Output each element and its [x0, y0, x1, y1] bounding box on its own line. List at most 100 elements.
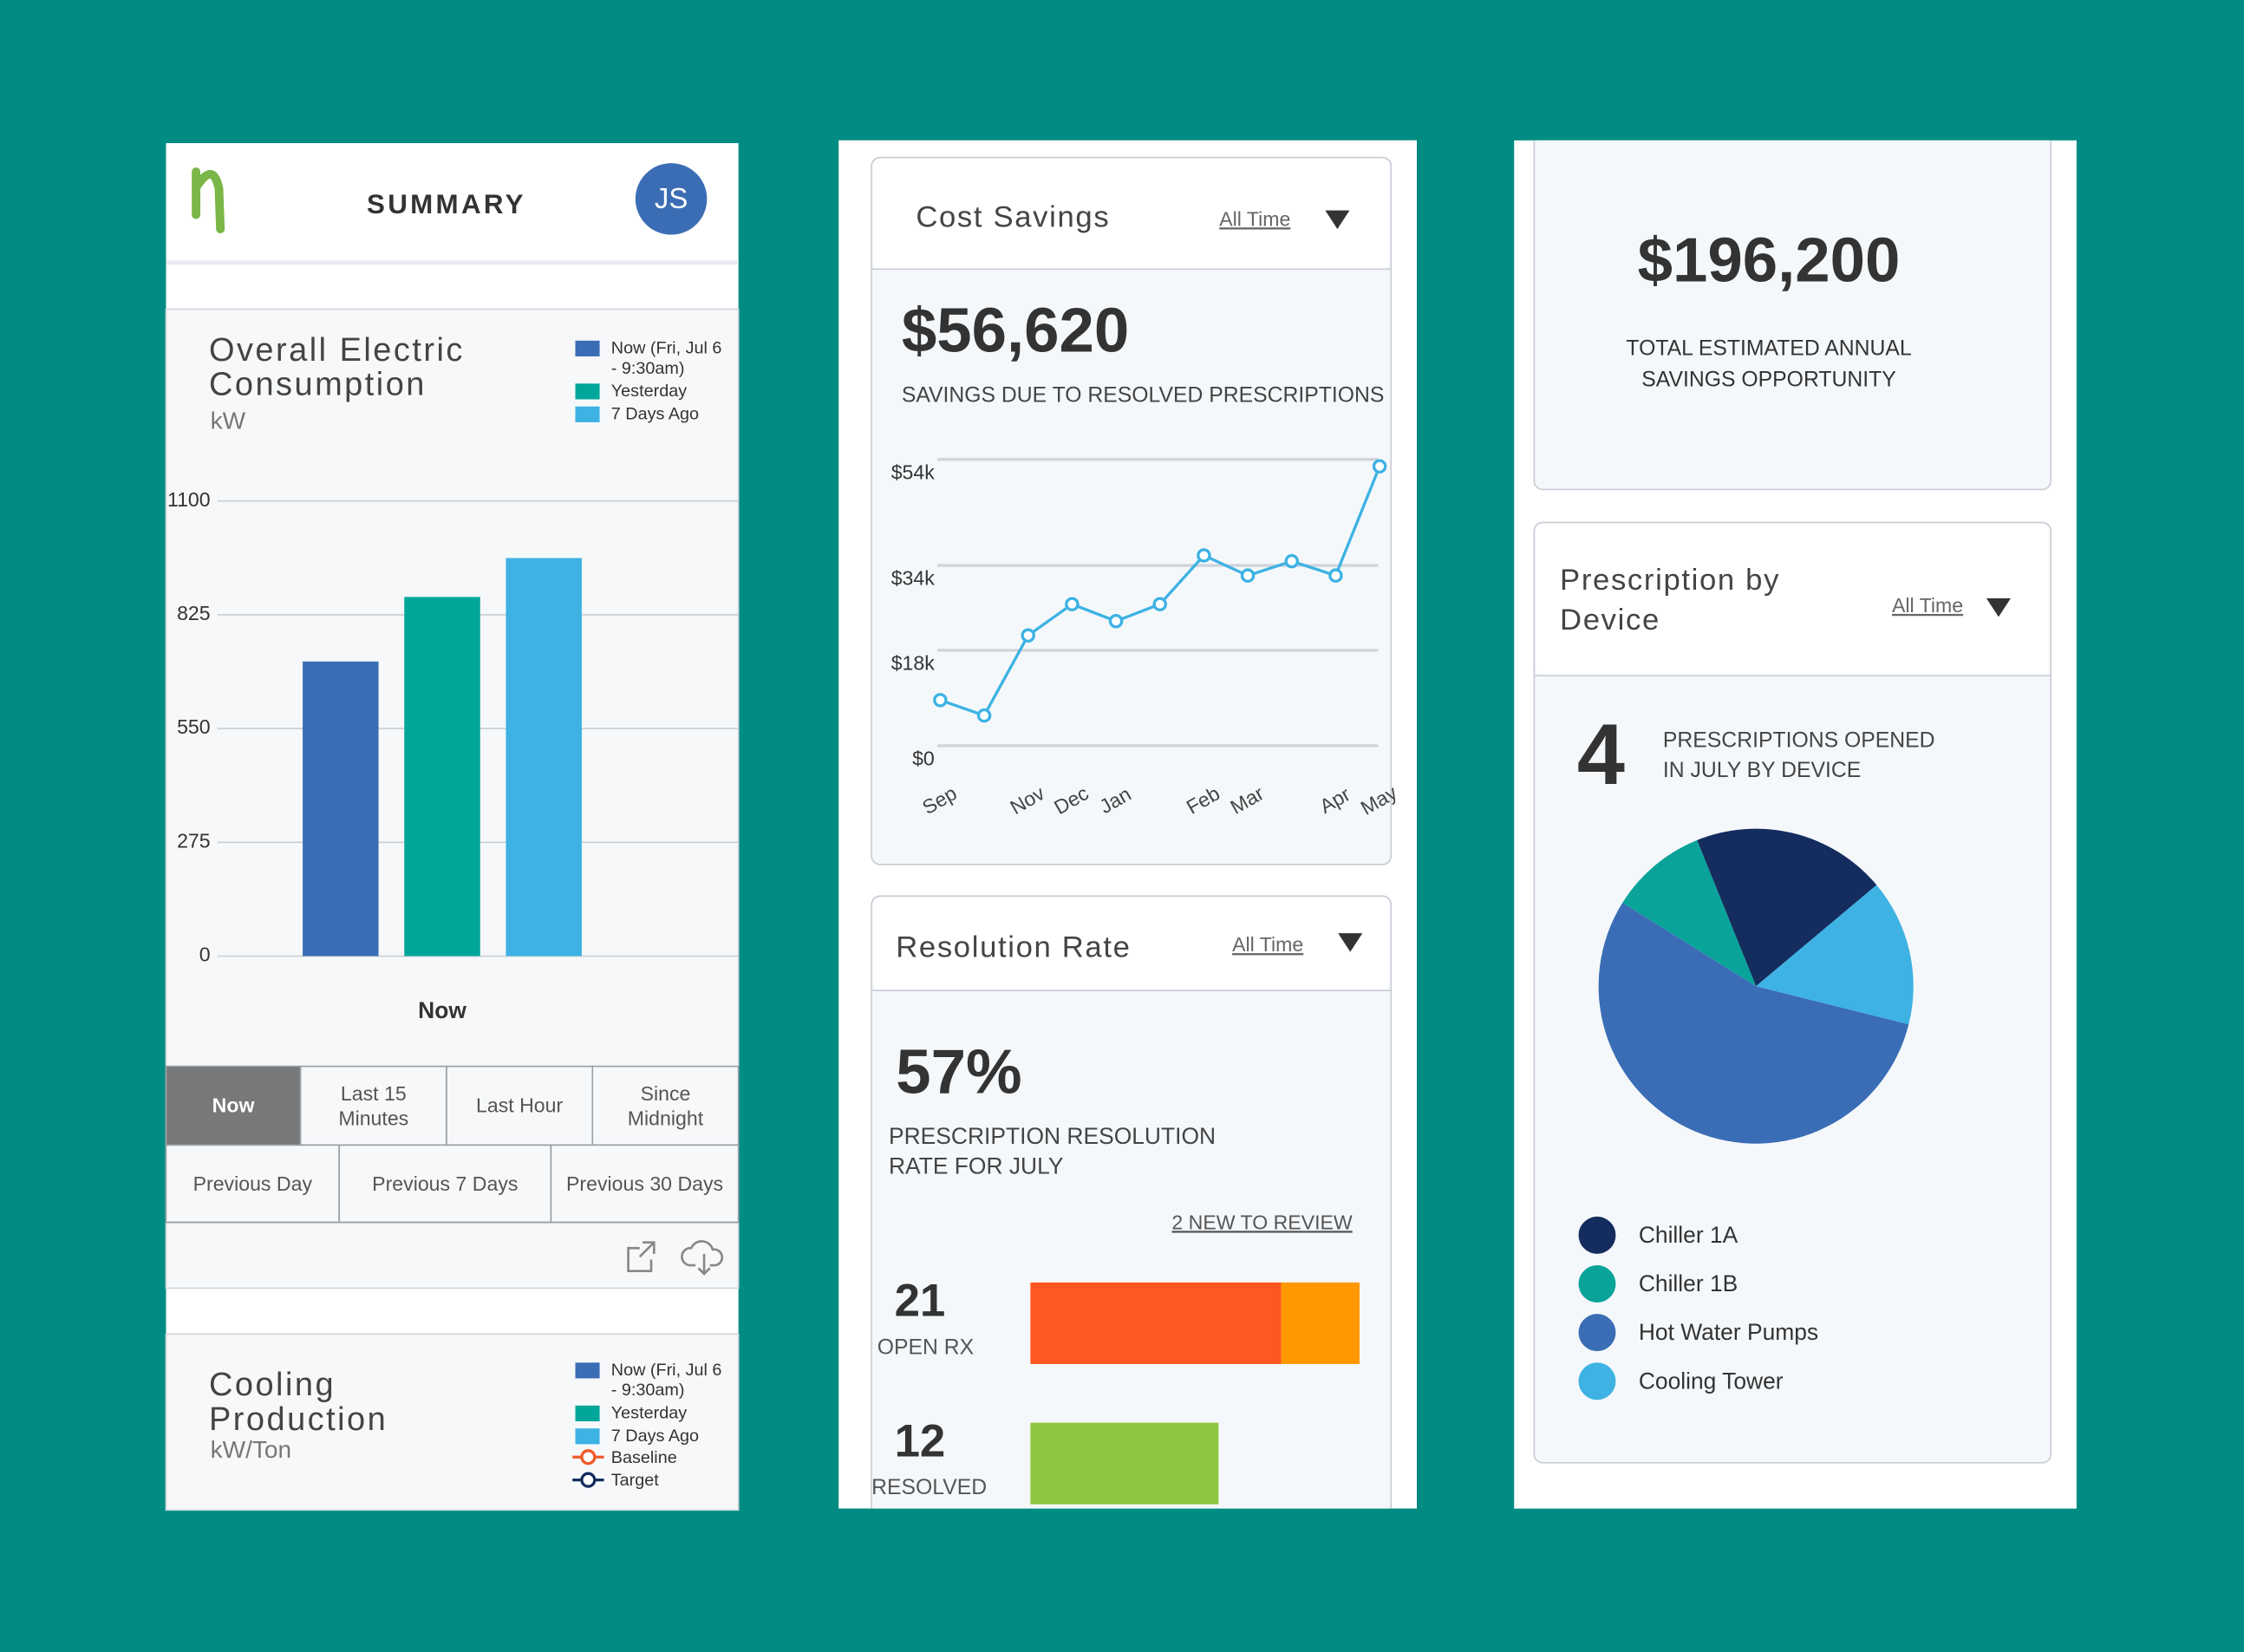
- avatar: [635, 163, 708, 235]
- legend-label: Now (Fri, Jul 6 - 9:30am): [610, 337, 722, 378]
- y-tick-label: $18k: [891, 651, 936, 674]
- logo: [192, 167, 225, 234]
- legend-label: Chiller 1A: [1639, 1222, 1738, 1248]
- count-label: OPEN RX: [877, 1335, 974, 1359]
- range-tab: [550, 1144, 740, 1224]
- point: [1328, 568, 1343, 583]
- point: [1372, 459, 1387, 474]
- range-tab-label[interactable]: Since Midnight: [627, 1081, 704, 1129]
- export-icon: [627, 1241, 656, 1272]
- legend-swatch: [575, 1428, 600, 1445]
- card: [871, 156, 1393, 865]
- range-tab-label[interactable]: Previous 30 Days: [566, 1171, 724, 1195]
- legend-swatch: [575, 1362, 600, 1379]
- range-tab: [591, 1065, 740, 1146]
- filter-link: All Time: [1892, 594, 1963, 617]
- bar: [303, 661, 379, 957]
- dropdown-arrow: [1986, 597, 2011, 617]
- unit-label: kW/Ton: [211, 1436, 292, 1463]
- legend-label: Baseline: [610, 1446, 677, 1467]
- point: [1284, 553, 1300, 569]
- card-title: Prescription by Device: [1560, 564, 1781, 637]
- legend-dot: [1578, 1216, 1616, 1254]
- big-number: $196,200: [1638, 225, 1901, 296]
- range-tab-label[interactable]: Last 15 Minutes: [338, 1081, 409, 1129]
- range-tab-label[interactable]: Previous 7 Days: [372, 1171, 519, 1195]
- bar-segment: [1030, 1422, 1219, 1505]
- range-tab-label[interactable]: Previous Day: [192, 1171, 313, 1195]
- x-tick-label: Now: [418, 997, 466, 1023]
- pie-slice: [1756, 885, 1914, 1025]
- legend-label: Now (Fri, Jul 6 - 9:30am): [610, 1359, 722, 1401]
- big-number: $56,620: [902, 295, 1129, 365]
- count-label: RESOLVED: [871, 1476, 987, 1499]
- legend-swatch: [575, 1405, 600, 1421]
- y-tick-label: $34k: [891, 567, 936, 590]
- legend-dot: [580, 1449, 597, 1466]
- review-link[interactable]: 2 NEW TO REVIEW: [1171, 1211, 1353, 1233]
- bar: [506, 558, 582, 957]
- legend-label: Yesterday: [610, 1402, 688, 1423]
- chart-title: Overall Electric Consumption: [208, 330, 465, 402]
- range-tab: [299, 1065, 447, 1146]
- card-title: Cost Savings: [916, 201, 1110, 234]
- legend-label: Cooling Tower: [1639, 1368, 1784, 1394]
- big-number: 4: [1577, 706, 1625, 802]
- filter-link: All Time: [1219, 207, 1290, 230]
- legend-dot: [1578, 1362, 1616, 1401]
- point: [976, 708, 992, 723]
- legend-label: Hot Water Pumps: [1639, 1319, 1818, 1345]
- caption: TOTAL ESTIMATED ANNUAL SAVINGS OPPORTUNI…: [1626, 336, 1912, 393]
- pie-slice: [1598, 902, 1909, 1144]
- point: [1108, 614, 1124, 629]
- unit-label: kW: [211, 407, 246, 434]
- count: 21: [895, 1276, 946, 1327]
- chart-title: Cooling Production: [208, 1365, 388, 1438]
- dropdown-arrow: [1325, 210, 1350, 230]
- y-tick-label: 0: [199, 944, 211, 966]
- legend-dot: [580, 1472, 597, 1488]
- header-shadow: [166, 260, 739, 265]
- caption: SAVINGS DUE TO RESOLVED PRESCRIPTIONS: [902, 384, 1385, 408]
- card: [165, 1333, 740, 1512]
- y-tick-label: 550: [177, 715, 211, 738]
- y-tick-label: 275: [177, 829, 211, 852]
- legend-dot: [1578, 1265, 1616, 1303]
- pie-slice: [1697, 828, 1877, 987]
- count: 12: [895, 1415, 946, 1466]
- caption: PRESCRIPTION RESOLUTION RATE FOR JULY: [888, 1125, 1217, 1180]
- range-tab-label[interactable]: Now: [212, 1093, 255, 1117]
- big-number: 57%: [896, 1036, 1021, 1107]
- filter-link: All Time: [1232, 933, 1303, 956]
- pie-slice: [1622, 839, 1757, 987]
- legend-label: 7 Days Ago: [610, 403, 700, 424]
- download-icon: [681, 1240, 724, 1276]
- point: [1152, 597, 1167, 611]
- card-header: [872, 897, 1390, 991]
- legend-label: Chiller 1B: [1639, 1270, 1738, 1296]
- y-tick-label: $0: [912, 748, 935, 770]
- y-tick-label: 825: [177, 602, 211, 624]
- bar: [404, 597, 480, 957]
- card-title: Resolution Rate: [896, 930, 1131, 963]
- legend-label: Target: [610, 1470, 659, 1491]
- point: [1065, 597, 1080, 611]
- point: [1021, 628, 1035, 643]
- y-tick-label: $54k: [891, 460, 936, 483]
- legend-label: 7 Days Ago: [610, 1425, 700, 1446]
- card: [1533, 114, 2052, 491]
- header-title: SUMMARY: [367, 189, 526, 219]
- legend-dot: [1578, 1314, 1616, 1352]
- avatar-initials: JS: [655, 182, 688, 214]
- range-tab-label[interactable]: Last Hour: [476, 1093, 564, 1117]
- point: [933, 693, 948, 708]
- card-header: [872, 159, 1390, 270]
- bar-segment: [1030, 1282, 1282, 1364]
- y-tick-label: 1100: [167, 488, 211, 511]
- legend-swatch: [575, 406, 600, 422]
- caption: PRESCRIPTIONS OPENED IN JULY BY DEVICE: [1662, 728, 1935, 783]
- card-header: [1535, 524, 2050, 676]
- page-bottom: [838, 1508, 1418, 1538]
